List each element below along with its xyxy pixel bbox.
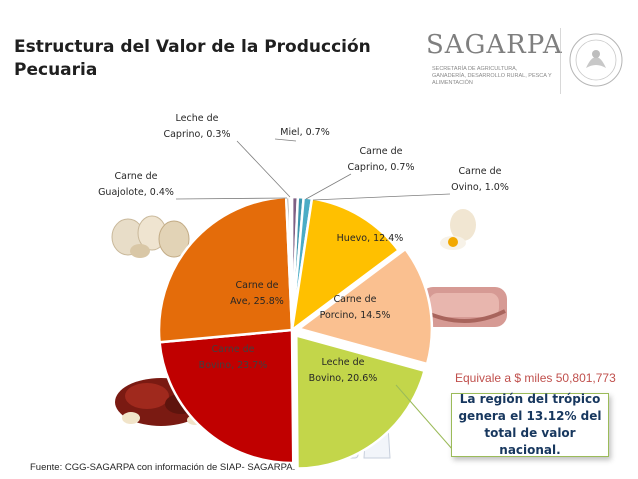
pork-meat-image [421,287,507,327]
leader-line [312,193,451,201]
leader-line [236,140,291,198]
slice-label: Carne de Porcino, 14.5% [320,294,391,321]
slice-label: Leche de Caprino, 0.3% [163,113,230,140]
slice-label: Huevo, 12.4% [337,233,404,244]
slice-labels: Miel, 0.7% Carne de Caprino, 0.7% Carne de O… [98,113,509,384]
sagarpa-logo: SAGARPA [426,30,563,60]
egg-image [440,209,476,250]
leader-line [305,173,352,200]
leader-line [274,138,297,142]
callout-text: La región del trópico genera el 13.12% d… [458,392,602,457]
slice-label: Carne de Caprino, 0.7% [347,146,414,173]
mexico-seal-icon [560,28,623,94]
tropic-region-callout: La región del trópico genera el 13.12% d… [451,392,609,457]
slice-label: Miel, 0.7% [280,127,330,138]
leader-line [175,197,288,200]
callout-connector [395,384,454,451]
sagarpa-logo-subtitle: Secretaría de Agricultura, Ganadería, De… [432,66,552,86]
slice-label: Carne de Guajolote, 0.4% [98,171,174,198]
chart-title: Estructura del Valor de la Producción Pe… [14,37,371,80]
pie-slice [158,328,295,465]
pie-slice [295,333,427,470]
slice-label: Carne de Bovino, 23.7% [199,344,268,371]
pie-slice [157,195,294,344]
slice-label: Carne de Ave, 25.8% [230,280,284,307]
slice-label: Carne de Ovino, 1.0% [451,166,509,193]
slice-label: Leche de Bovino, 20.6% [309,357,378,384]
equivalent-value-label: Equivale a $ miles 50,801,773 [455,371,616,385]
pie-slice [290,197,401,333]
leader-lines [175,138,451,201]
source-note: Fuente: CGG-SAGARPA con información de S… [30,462,296,473]
pie-slice [296,247,434,366]
turkey-meat-image [106,207,194,265]
pie-slices [157,195,434,470]
